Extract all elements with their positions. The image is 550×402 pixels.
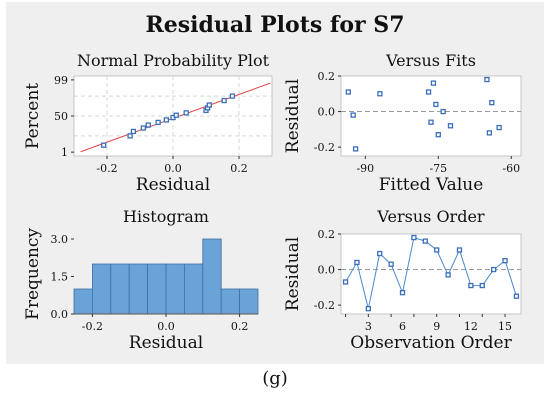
fits-title: Versus Fits — [385, 51, 476, 70]
fits-point — [486, 130, 493, 136]
fits-y-tick-label: -0.2 — [314, 141, 335, 154]
histogram-bar — [128, 263, 148, 315]
npp-point — [140, 125, 146, 131]
fits-point — [352, 146, 359, 152]
order-y-label: Residual — [283, 237, 303, 311]
npp-y-tick-label: 99 — [54, 74, 68, 87]
hist-x-tick-label: -0.2 — [82, 320, 103, 333]
npp-point — [145, 122, 151, 128]
histogram-bar — [239, 288, 259, 315]
order-point — [399, 290, 406, 296]
fits-y-tick-label: 0.2 — [318, 70, 336, 83]
npp-y-label: Percent — [23, 83, 43, 149]
hist-y-tick-label: 0.0 — [51, 308, 69, 321]
order-x-tick-label: 12 — [464, 320, 478, 333]
fits-x-label: Fitted Value — [379, 175, 484, 195]
order-point — [342, 279, 349, 285]
npp-point — [163, 117, 170, 123]
fits-x-tick-label: -90 — [356, 162, 374, 175]
npp-x-tick-label: 0.2 — [230, 162, 248, 175]
fits-point — [425, 89, 432, 95]
histogram-bar — [220, 288, 240, 315]
hist-x-label: Residual — [129, 333, 203, 353]
fits-point — [440, 108, 446, 115]
fits-point — [489, 100, 495, 106]
histogram-bar — [147, 263, 167, 315]
fits-point — [350, 112, 356, 118]
npp-point — [221, 97, 227, 104]
fits-y-tick-label: 0.0 — [318, 106, 336, 119]
order-series-line — [345, 236, 517, 309]
fits-point — [345, 89, 351, 95]
order-y-tick-label: 0.0 — [318, 264, 336, 277]
order-point — [354, 259, 360, 266]
npp-point — [206, 102, 212, 108]
order-point — [422, 238, 428, 244]
hist-y-tick-label: 3.0 — [51, 233, 69, 246]
fits-point — [428, 119, 434, 125]
order-point — [365, 306, 371, 312]
residual-plots-svg: Residual Plots for S7 1 50 99 -0.2 0.0 0.2 Nor… — [23, 12, 522, 353]
npp-point — [127, 133, 133, 139]
order-point — [502, 258, 508, 264]
order-point — [456, 247, 463, 253]
hist-y-label: Frequency — [23, 228, 43, 320]
npp-point — [130, 128, 137, 135]
order-point — [479, 282, 485, 289]
fits-point — [496, 124, 502, 131]
npp-x-tick-label: 0.0 — [164, 162, 182, 175]
hist-x-tick-label: 0.0 — [157, 320, 175, 333]
order-point — [411, 234, 417, 241]
order-point — [468, 282, 474, 289]
npp-title: Normal Probability Plot — [77, 51, 270, 70]
order-x-tick-label: 6 — [399, 320, 406, 333]
histogram-bar — [73, 288, 93, 315]
npp-x-tick-label: -0.2 — [96, 162, 117, 175]
histogram-bar — [92, 263, 112, 315]
hist-title: Histogram — [123, 207, 209, 226]
histogram-bar — [165, 263, 185, 315]
hist-y-tick-label: 1.5 — [51, 271, 69, 284]
npp-point — [101, 142, 107, 148]
fits-plot-area — [340, 75, 522, 157]
histogram-bar — [183, 263, 204, 315]
hist-x-tick-label: 0.2 — [231, 320, 249, 333]
fits-y-label: Residual — [283, 79, 303, 153]
npp-point — [183, 110, 189, 116]
fits-point — [447, 123, 454, 129]
npp-x-label: Residual — [136, 175, 210, 195]
order-point — [513, 293, 520, 299]
fits-point — [433, 101, 439, 108]
figure-title: Residual Plots for S7 — [145, 12, 404, 38]
fits-x-tick-label: -75 — [429, 162, 447, 175]
order-x-tick-label: 9 — [433, 320, 440, 333]
fits-point — [435, 132, 441, 138]
histogram-bar — [110, 263, 130, 315]
npp-y-tick-label: 1 — [61, 146, 68, 159]
order-point — [377, 250, 383, 257]
order-x-tick-label: 15 — [498, 320, 512, 333]
npp-point — [173, 112, 179, 118]
order-point — [445, 272, 451, 278]
fits-point — [484, 76, 490, 83]
npp-point — [229, 93, 236, 99]
order-point — [434, 247, 440, 253]
fits-x-tick-label: -60 — [502, 162, 520, 175]
order-y-tick-label: 0.2 — [318, 228, 336, 241]
order-point — [388, 261, 394, 267]
npp-point — [155, 119, 161, 126]
order-title: Versus Order — [376, 207, 484, 226]
order-y-tick-label: -0.2 — [314, 299, 335, 312]
residual-plots-figure: Residual Plots for S7 1 50 99 -0.2 0.0 0.2 Nor… — [6, 2, 544, 364]
order-x-tick-label: 3 — [365, 320, 372, 333]
order-point — [491, 266, 497, 273]
order-x-label: Observation Order — [350, 333, 512, 353]
fits-point — [430, 80, 437, 86]
histogram-bar — [202, 238, 222, 315]
npp-y-tick-label: 50 — [54, 110, 68, 123]
fits-point — [377, 91, 383, 97]
figure-caption: (g) — [262, 368, 288, 389]
